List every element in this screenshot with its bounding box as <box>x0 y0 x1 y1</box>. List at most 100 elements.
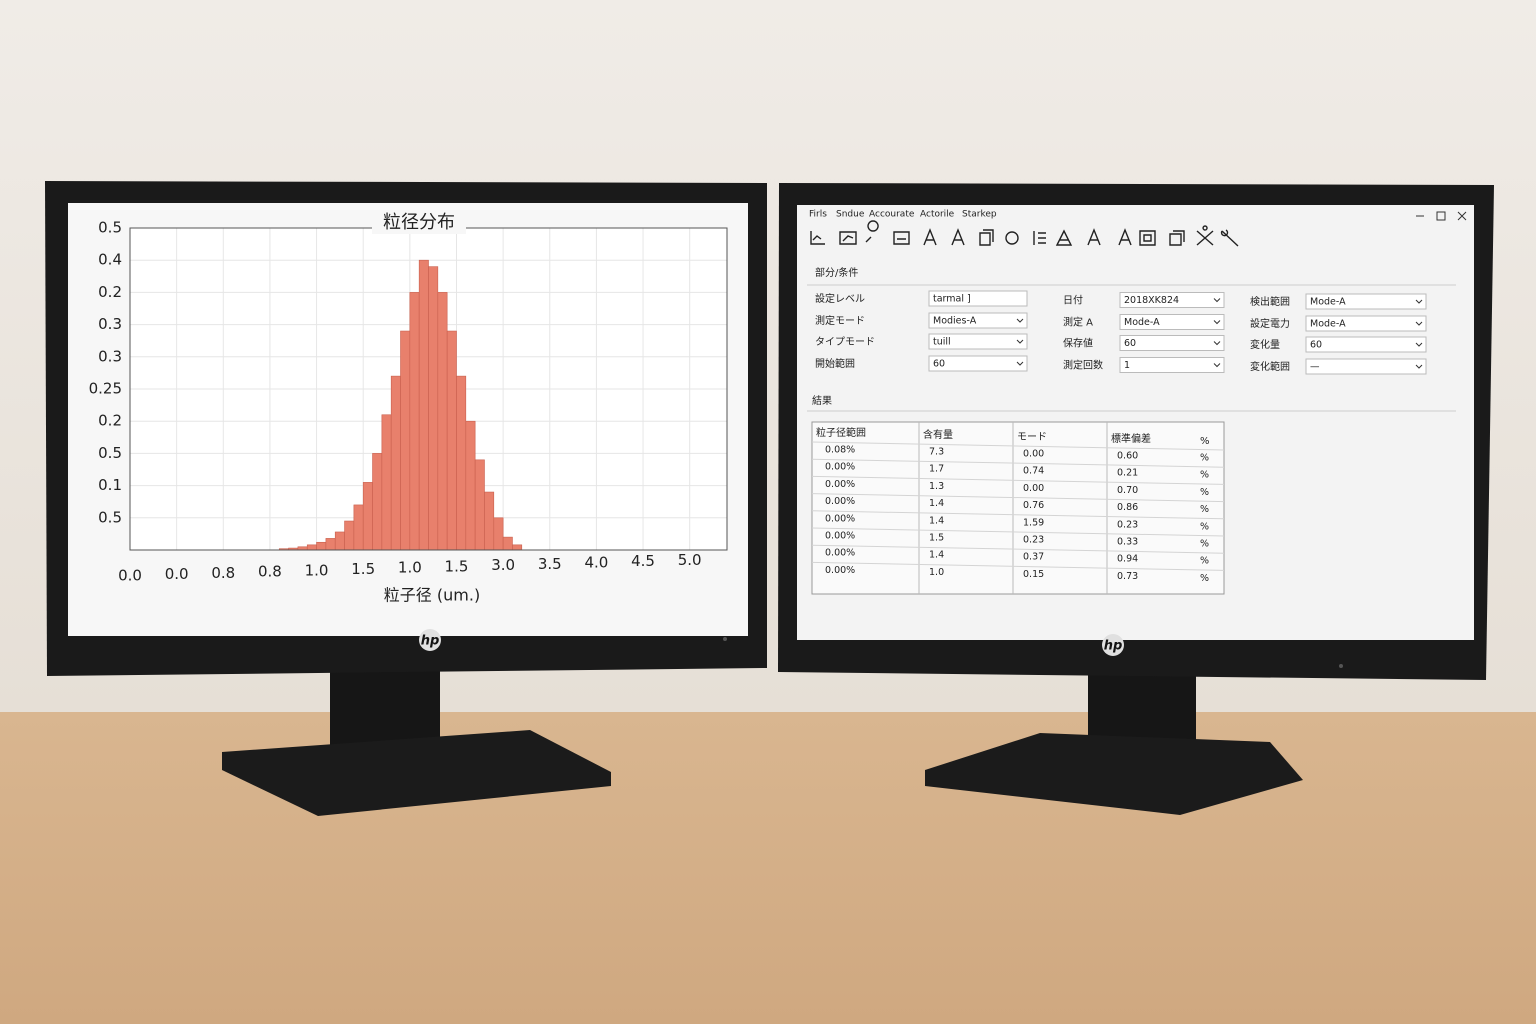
close[interactable] <box>1457 211 1467 221</box>
tool-icon[interactable] <box>979 229 994 246</box>
table-cell: 0.00 <box>1023 483 1044 494</box>
table-cell: % <box>1200 504 1209 515</box>
tool-icon[interactable] <box>893 231 910 245</box>
tool-icon[interactable] <box>951 228 965 246</box>
tool-icon[interactable] <box>1220 229 1239 247</box>
field-label: 設定レベル <box>815 292 865 305</box>
field-label: 開始範囲 <box>815 357 855 370</box>
table-cell: 0.00% <box>825 531 855 542</box>
dropdown-arrow <box>1415 321 1423 326</box>
row-divider <box>811 510 1225 520</box>
tool-icon[interactable] <box>1196 225 1214 246</box>
window-controls[interactable] <box>1416 211 1467 221</box>
tool-icon[interactable] <box>1118 228 1132 246</box>
dropdown[interactable] <box>1119 314 1225 330</box>
y-tick-label: 0.3 <box>98 347 122 365</box>
tool-icon[interactable] <box>1087 228 1101 246</box>
table-cell: 1.5 <box>929 533 944 544</box>
dropdown[interactable] <box>1305 336 1427 353</box>
table-cell: 0.21 <box>1117 468 1138 479</box>
x-tick-label: 0.0 <box>165 565 189 583</box>
tool-icon[interactable] <box>1139 230 1156 246</box>
bar <box>325 538 336 551</box>
field-value: tarmal ] <box>933 294 971 305</box>
table-cell: 1.4 <box>929 550 944 561</box>
row-divider <box>811 527 1225 537</box>
table-cell: 0.60 <box>1117 451 1138 462</box>
bar <box>344 520 355 551</box>
tool-icon[interactable] <box>1033 231 1046 245</box>
tool-icon[interactable] <box>923 228 937 246</box>
power-led <box>723 637 727 641</box>
bar <box>409 292 420 551</box>
bar <box>362 482 373 551</box>
field-label: 変化範囲 <box>1250 360 1290 373</box>
menu-item[interactable]: Sndue <box>836 210 865 220</box>
table-cell: % <box>1200 487 1209 498</box>
x-tick-label: 1.0 <box>398 559 422 577</box>
table-header: 含有量 <box>923 428 953 441</box>
dropdown-arrow <box>1213 320 1221 325</box>
menu-item[interactable]: Accourate <box>869 210 915 220</box>
bar <box>381 414 392 551</box>
table <box>811 421 1225 595</box>
bar <box>512 544 523 551</box>
stand-base <box>925 733 1303 815</box>
dropdown[interactable] <box>928 333 1028 350</box>
table-cell: 1.0 <box>929 567 944 578</box>
menu-item[interactable]: Firls <box>809 210 827 220</box>
x-tick-label: 5.0 <box>678 551 702 569</box>
table-cell: 0.00% <box>825 496 855 507</box>
table-cell: % <box>1200 539 1209 550</box>
y-tick-label: 0.25 <box>89 380 122 398</box>
dropdown-arrow <box>1415 364 1423 369</box>
field-value: Mode-A <box>1310 297 1346 308</box>
tool-icon[interactable] <box>1169 230 1185 246</box>
table-cell: % <box>1200 556 1209 567</box>
section-title: 部分/条件 <box>815 266 858 279</box>
dropdown[interactable] <box>1305 315 1427 332</box>
table-cell: 0.23 <box>1023 535 1044 546</box>
bar <box>502 536 513 551</box>
text-input[interactable] <box>928 290 1028 307</box>
toolbar <box>810 220 1239 247</box>
field-value: Mode-A <box>1124 317 1160 328</box>
table-cell: 0.00 <box>1023 449 1044 460</box>
dropdown[interactable] <box>1119 357 1225 373</box>
field-value: 60 <box>1124 338 1136 349</box>
y-tick-label: 0.2 <box>98 412 122 430</box>
table-cell: 0.15 <box>1023 569 1044 580</box>
table-cell: 7.3 <box>929 447 944 458</box>
x-tick-label: 1.5 <box>445 557 469 575</box>
dropdown[interactable] <box>1305 358 1427 375</box>
table-cell: % <box>1200 453 1209 464</box>
logo-badge <box>1102 634 1124 656</box>
maximize[interactable] <box>1436 211 1446 221</box>
tool-icon[interactable] <box>810 231 825 245</box>
tool-icon[interactable] <box>1055 229 1073 246</box>
bar <box>446 330 457 551</box>
dropdown-arrow <box>1213 341 1221 346</box>
tool-icon[interactable] <box>1005 231 1019 245</box>
bar <box>353 504 364 551</box>
dropdown[interactable] <box>1305 293 1427 310</box>
field-value: Modies-A <box>933 316 977 327</box>
table-cell: % <box>1200 470 1209 481</box>
dropdown[interactable] <box>928 355 1028 372</box>
dropdown[interactable] <box>928 312 1028 329</box>
table-cell: 0.00% <box>825 462 855 473</box>
field-value: 60 <box>933 359 945 370</box>
dropdown[interactable] <box>1119 292 1225 308</box>
power-led <box>1339 664 1343 668</box>
logo-badge <box>419 629 441 651</box>
dropdown[interactable] <box>1119 335 1225 351</box>
bar <box>456 375 467 551</box>
y-tick-label: 0.1 <box>98 476 122 494</box>
menu-item[interactable]: Actorile <box>920 210 955 220</box>
menu-item[interactable]: Starkep <box>962 210 997 220</box>
x-tick-label: 0.8 <box>211 564 235 582</box>
field-label: 変化量 <box>1250 338 1280 351</box>
table-header: 標準偏差 <box>1111 432 1151 445</box>
tool-icon[interactable] <box>865 220 879 243</box>
tool-icon[interactable] <box>839 231 857 245</box>
